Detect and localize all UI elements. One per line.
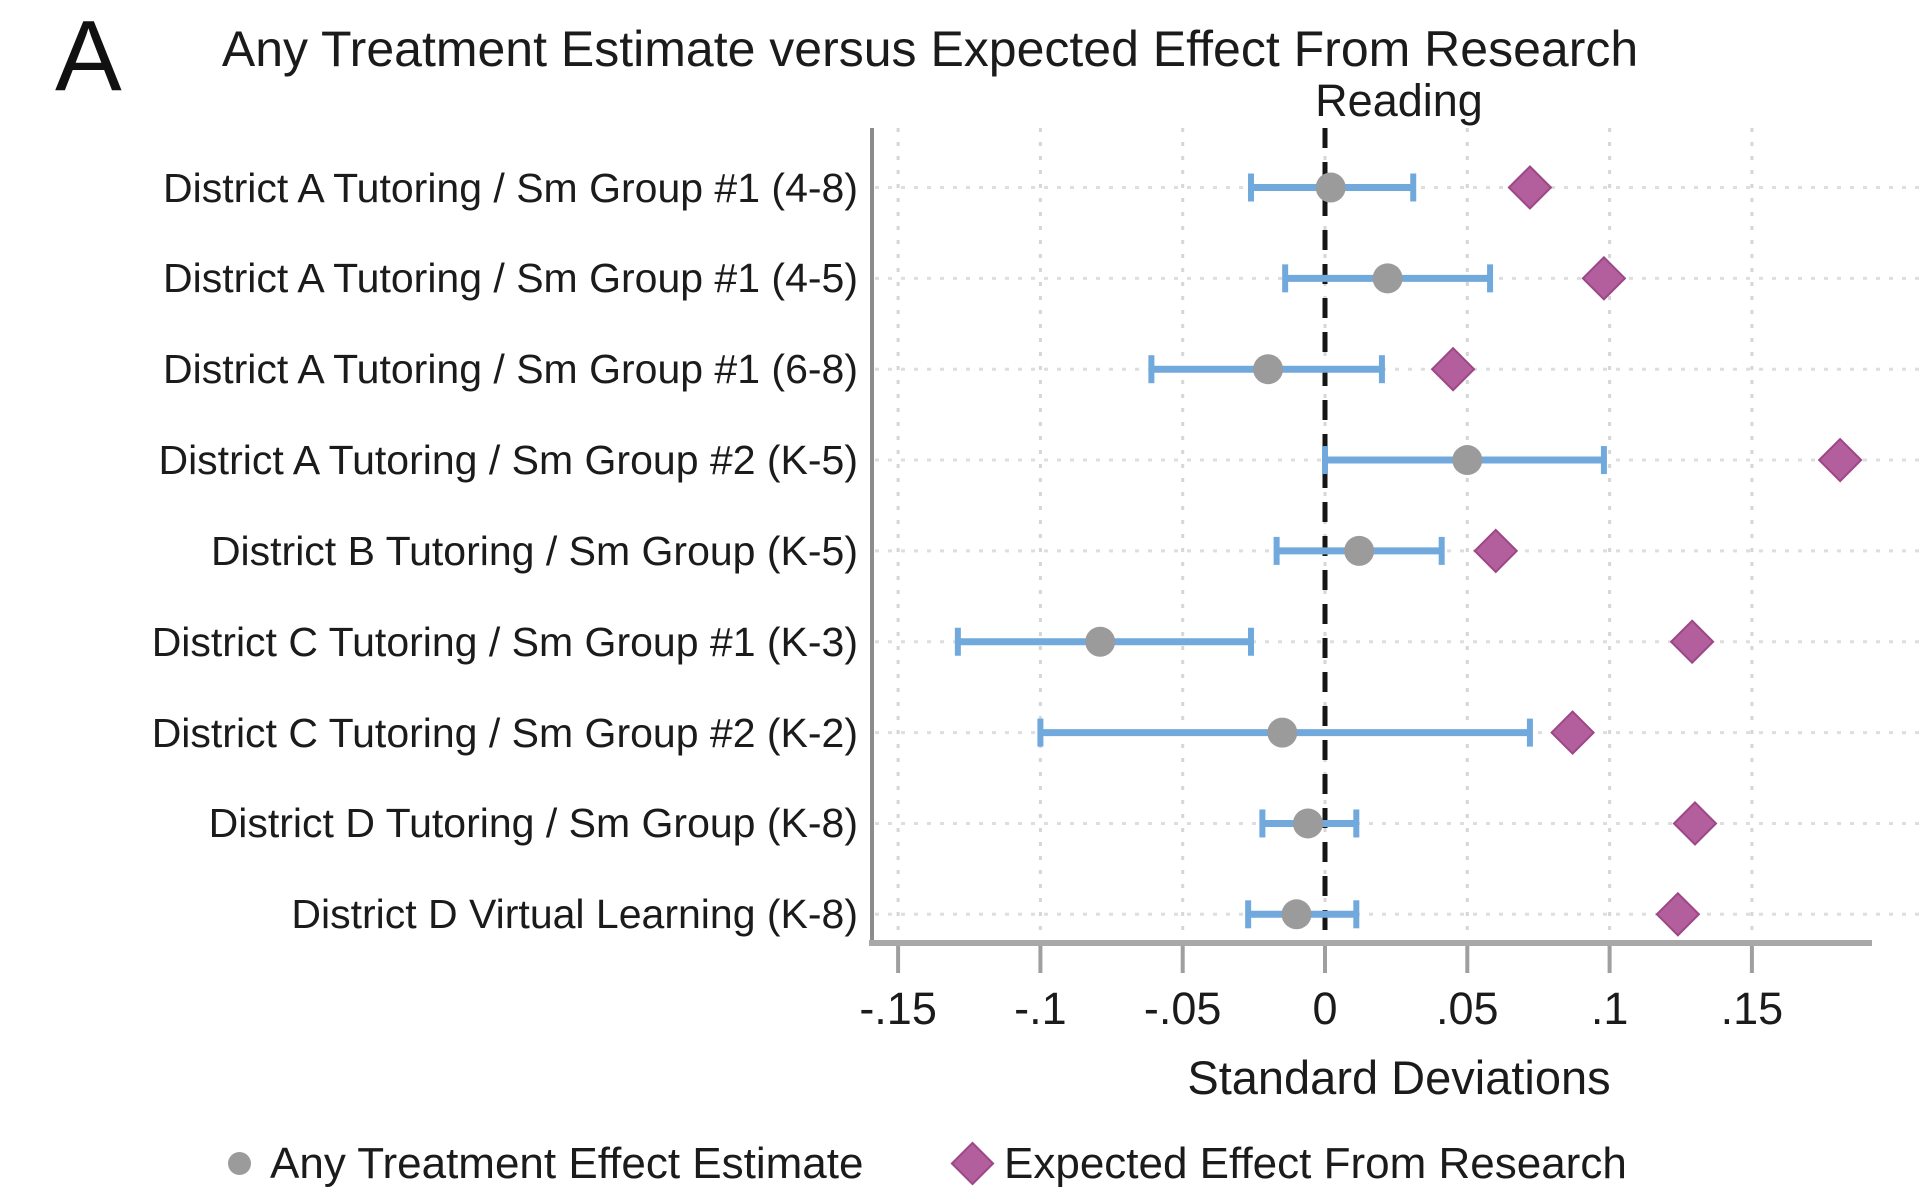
- x-tick-label: 0: [1312, 983, 1338, 1034]
- x-tick-label: -.15: [859, 983, 937, 1034]
- y-axis-label: District A Tutoring / Sm Group #1 (4-8): [163, 164, 858, 211]
- expected-marker: [1672, 801, 1718, 846]
- estimate-marker: [1452, 445, 1483, 476]
- y-axis-label: District D Virtual Learning (K-8): [291, 891, 858, 938]
- y-axis-label: District B Tutoring / Sm Group (K-5): [210, 527, 858, 574]
- legend: Any Treatment Effect Estimate Expected E…: [0, 1130, 1926, 1196]
- estimate-marker: [1267, 717, 1298, 748]
- y-axis-label: District D Tutoring / Sm Group (K-8): [208, 800, 858, 847]
- expected-marker: [1581, 255, 1627, 301]
- panel-label: A: [55, 0, 122, 112]
- legend-label-estimate: Any Treatment Effect Estimate: [270, 1139, 864, 1188]
- expected-legend-diamond-icon: [950, 1141, 995, 1186]
- expected-marker: [1473, 528, 1519, 574]
- expected-marker: [1430, 346, 1476, 392]
- y-axis-label: District A Tutoring / Sm Group #2 (K-5): [158, 437, 858, 484]
- x-tick-label: .15: [1720, 983, 1784, 1034]
- x-tick-label: .1: [1590, 983, 1629, 1034]
- x-tick-label: -.1: [1014, 983, 1067, 1034]
- x-tick-label: .05: [1436, 983, 1499, 1034]
- y-axis-label: District C Tutoring / Sm Group #1 (K-3): [151, 618, 858, 665]
- expected-marker: [1507, 165, 1553, 210]
- estimate-legend-circle-icon: [228, 1152, 251, 1175]
- y-axis-label: District C Tutoring / Sm Group #2 (K-2): [151, 709, 858, 756]
- expected-marker: [1669, 619, 1715, 665]
- estimate-marker: [1372, 263, 1403, 294]
- estimate-marker: [1344, 535, 1375, 566]
- legend-label-expected: Expected Effect From Research: [1004, 1139, 1627, 1188]
- y-axis-label: District A Tutoring / Sm Group #1 (4-5): [163, 255, 858, 302]
- expected-marker: [1817, 437, 1863, 483]
- estimate-marker: [1315, 172, 1346, 203]
- x-axis-title: Standard Deviations: [1187, 1051, 1611, 1104]
- expected-marker: [1655, 891, 1701, 937]
- x-tick-label: -.05: [1143, 983, 1222, 1034]
- expected-marker: [1550, 710, 1596, 756]
- estimate-marker: [1292, 808, 1323, 839]
- estimate-marker: [1085, 626, 1116, 657]
- estimate-marker: [1281, 899, 1312, 930]
- estimate-marker: [1253, 354, 1284, 385]
- chart-subtitle: Reading: [1315, 75, 1483, 126]
- y-axis-label: District A Tutoring / Sm Group #1 (6-8): [163, 346, 858, 393]
- chart-title: Any Treatment Estimate versus Expected E…: [221, 21, 1639, 77]
